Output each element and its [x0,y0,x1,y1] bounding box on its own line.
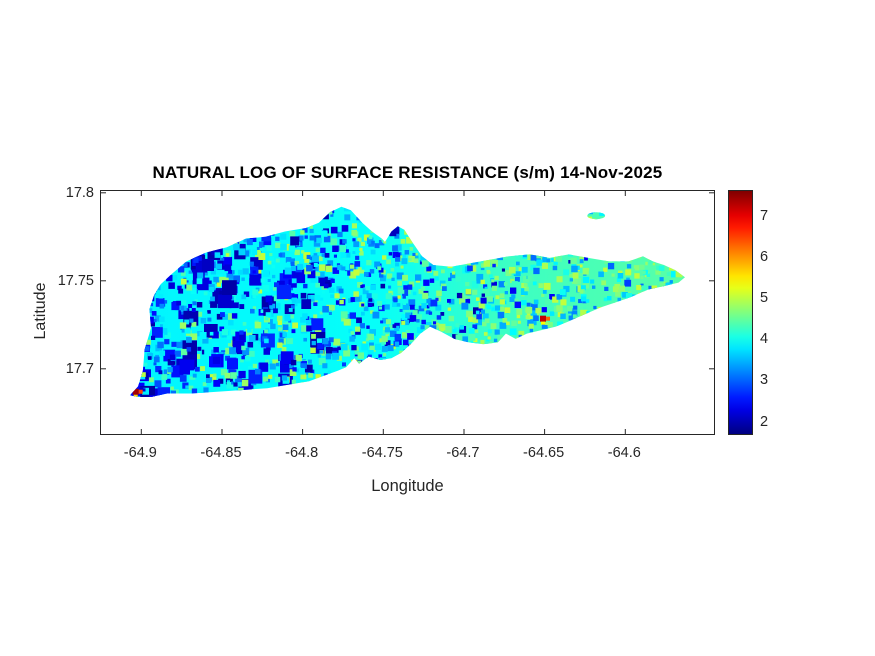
colorbar-ticks: 7 6 5 4 3 2 [760,190,800,435]
x-tick-label: -64.65 [523,445,565,461]
colorbar [728,190,753,435]
colorbar-tick-label: 2 [760,413,769,430]
y-tick-label: 17.8 [65,184,94,201]
y-tick-label: 17.7 [65,360,94,377]
colorbar-tick-label: 4 [760,331,769,348]
x-tick-label: -64.6 [607,445,641,461]
x-tick-label: -64.9 [123,445,157,461]
y-tick-label: 17.75 [57,272,94,289]
colorbar-gradient [729,191,752,434]
x-axis-label: Longitude [371,477,444,495]
plot-title: NATURAL LOG OF SURFACE RESISTANCE (s/m) … [152,163,663,182]
y-axis-ticks: 17.8 17.75 17.7 [0,185,94,435]
x-axis-ticks: -64.9 -64.85 -64.8 -64.75 -64.7 -64.65 -64.6 [100,444,715,464]
x-tick-label: -64.7 [446,445,480,461]
colorbar-tick-label: 7 [760,207,769,224]
x-tick-label: -64.85 [200,445,242,461]
colorbar-tick-label: 5 [760,290,769,307]
island-map [101,191,714,434]
x-tick-label: -64.75 [361,445,403,461]
colorbar-tick-label: 6 [760,248,769,265]
plot-area [100,190,715,435]
colorbar-tick-label: 3 [760,372,769,389]
x-tick-label: -64.8 [285,445,319,461]
